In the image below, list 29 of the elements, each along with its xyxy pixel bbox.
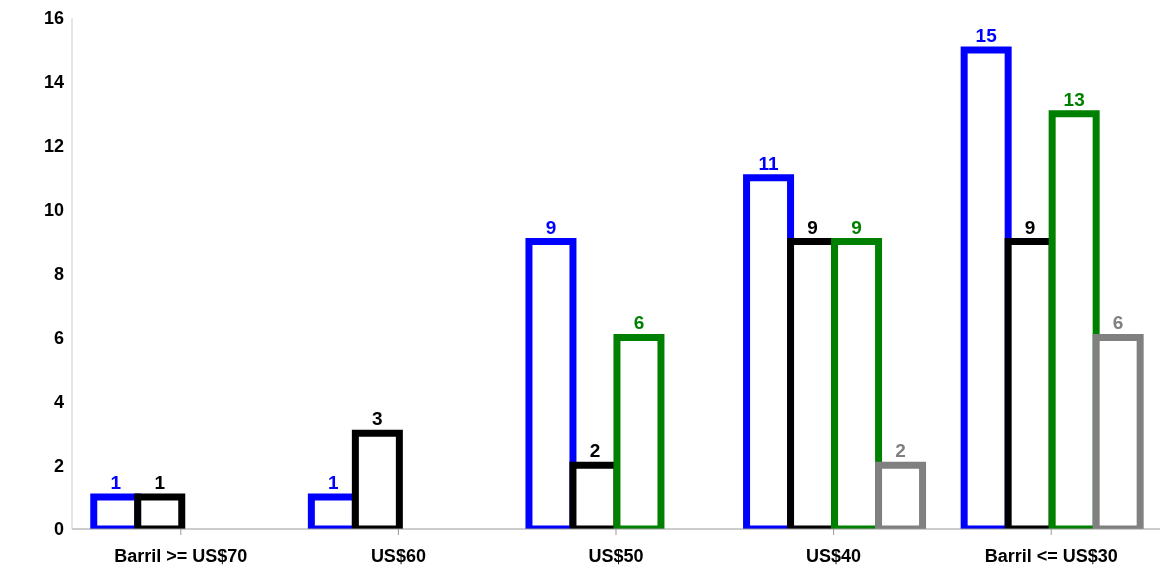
data-label: 1: [110, 472, 122, 494]
data-label: 13: [1063, 88, 1085, 110]
data-label: 9: [851, 216, 862, 238]
y-tick-label: 6: [53, 327, 64, 348]
x-tick-label: US$40: [806, 545, 862, 566]
x-tick-label: US$60: [370, 545, 426, 566]
y-tick-label: 0: [53, 519, 64, 540]
y-tick-label: 16: [43, 8, 64, 29]
data-label: 1: [154, 472, 166, 494]
data-label: 11: [758, 152, 780, 174]
data-label: 6: [633, 312, 645, 334]
data-label: 3: [372, 408, 383, 430]
data-label: 6: [1112, 312, 1124, 334]
y-tick-label: 2: [53, 455, 64, 476]
data-label: 9: [545, 216, 557, 238]
data-label: 9: [1024, 216, 1036, 238]
y-tick-label: 4: [53, 391, 64, 412]
data-label: 15: [975, 24, 998, 46]
x-tick-label: Barril <= US$30: [984, 545, 1118, 566]
y-tick-label: 10: [43, 200, 64, 221]
y-tick-label: 8: [53, 263, 64, 284]
data-label: 2: [895, 440, 906, 462]
x-tick-label: Barril >= US$70: [114, 545, 248, 566]
y-tick-label: 14: [43, 72, 64, 93]
y-tick-label: 12: [43, 136, 64, 157]
data-label: 1: [328, 472, 340, 494]
x-tick-label: US$50: [588, 545, 644, 566]
data-label: 9: [807, 216, 818, 238]
data-label: 2: [589, 440, 601, 462]
